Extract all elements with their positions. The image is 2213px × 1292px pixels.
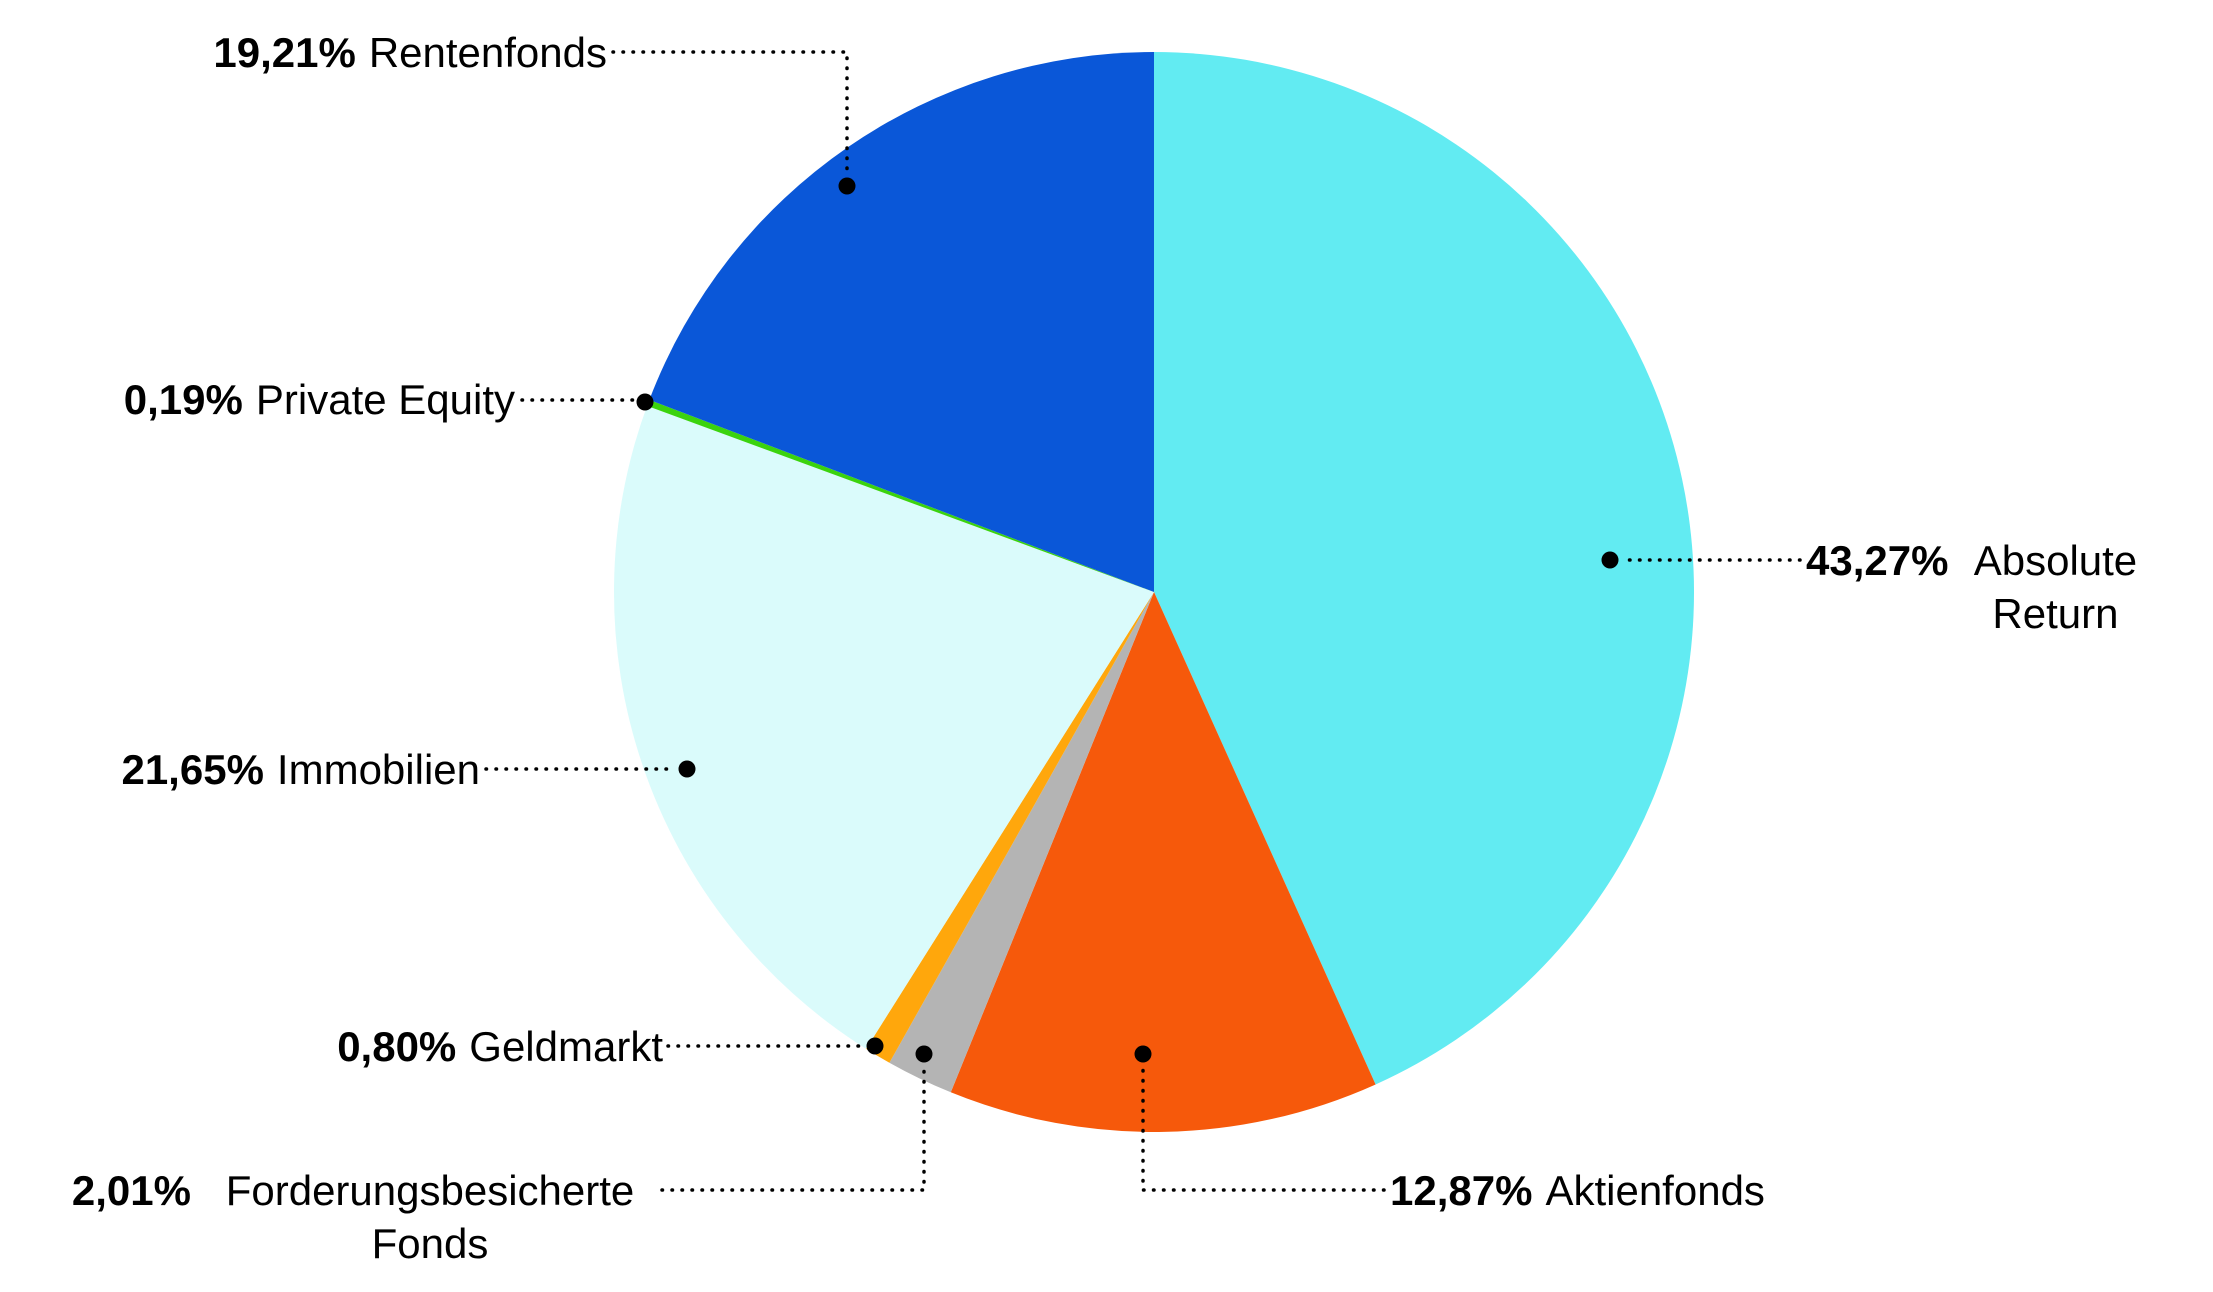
callout-private-equity-label: Private Equity [255,376,515,423]
callout-absolute-return-label: Absolute Return [1973,537,2138,637]
callout-rentenfonds-percent: 19,21% [213,29,356,76]
leader-aktienfonds [1141,1062,1386,1192]
callout-geldmarkt-percent: 0,80% [337,1023,457,1070]
callout-aktienfonds-label: Aktienfonds [1545,1167,1765,1214]
callout-forderungsbesicherte-fonds-percent: 2,01% [71,1167,191,1214]
pie-slices [613,51,1695,1133]
leader-dot-immobilien [678,760,696,778]
pie-slice-private-equity [647,399,1154,592]
callout-forderungsbesicherte-fonds-label: Forderungsbesicherte Fonds [225,1167,635,1267]
leader-dot-rentenfonds [838,177,856,195]
callout-geldmarkt: 0,80% Geldmarkt [337,1020,663,1073]
leader-dot-geldmarkt [866,1037,884,1055]
leader-forderungsbesicherte-fonds [660,1062,926,1192]
callout-immobilien-label: Immobilien [276,746,480,793]
callout-aktienfonds-percent: 12,87% [1390,1167,1533,1214]
leader-rentenfonds [611,50,849,178]
callout-rentenfonds-label: Rentenfonds [368,29,607,76]
callout-immobilien-percent: 21,65% [121,746,264,793]
pie-slice-rentenfonds [649,52,1154,592]
pie-slice-aktienfonds [950,592,1376,1133]
callout-aktienfonds: 12,87% Aktienfonds [1390,1164,1765,1217]
callout-forderungsbesicherte-fonds: 2,01% Forderungsbesicherte Fonds [72,1164,656,1270]
pie-slice-immobilien [613,405,1154,1049]
callout-private-equity: 0,19% Private Equity [124,373,515,426]
callout-private-equity-percent: 0,19% [123,376,243,423]
leader-dot-absolute-return [1601,551,1619,569]
callout-absolute-return-percent: 43,27% [1806,537,1949,584]
pie-slice-geldmarkt [866,592,1154,1063]
leader-dot-private-equity [636,393,654,411]
leader-dot-forderungsbesicherte-fonds [915,1045,933,1063]
pie-slice-forderungsbesicherte-fonds [889,592,1154,1093]
callout-absolute-return: 43,27% Absolute Return [1806,534,2149,640]
callout-immobilien: 21,65% Immobilien [121,743,480,796]
pie-slice-absolute-return [1154,51,1695,1085]
callout-leaders [484,50,1802,1192]
callout-geldmarkt-label: Geldmarkt [469,1023,663,1070]
callout-rentenfonds: 19,21% Rentenfonds [213,26,607,79]
leader-dot-aktienfonds [1134,1045,1152,1063]
